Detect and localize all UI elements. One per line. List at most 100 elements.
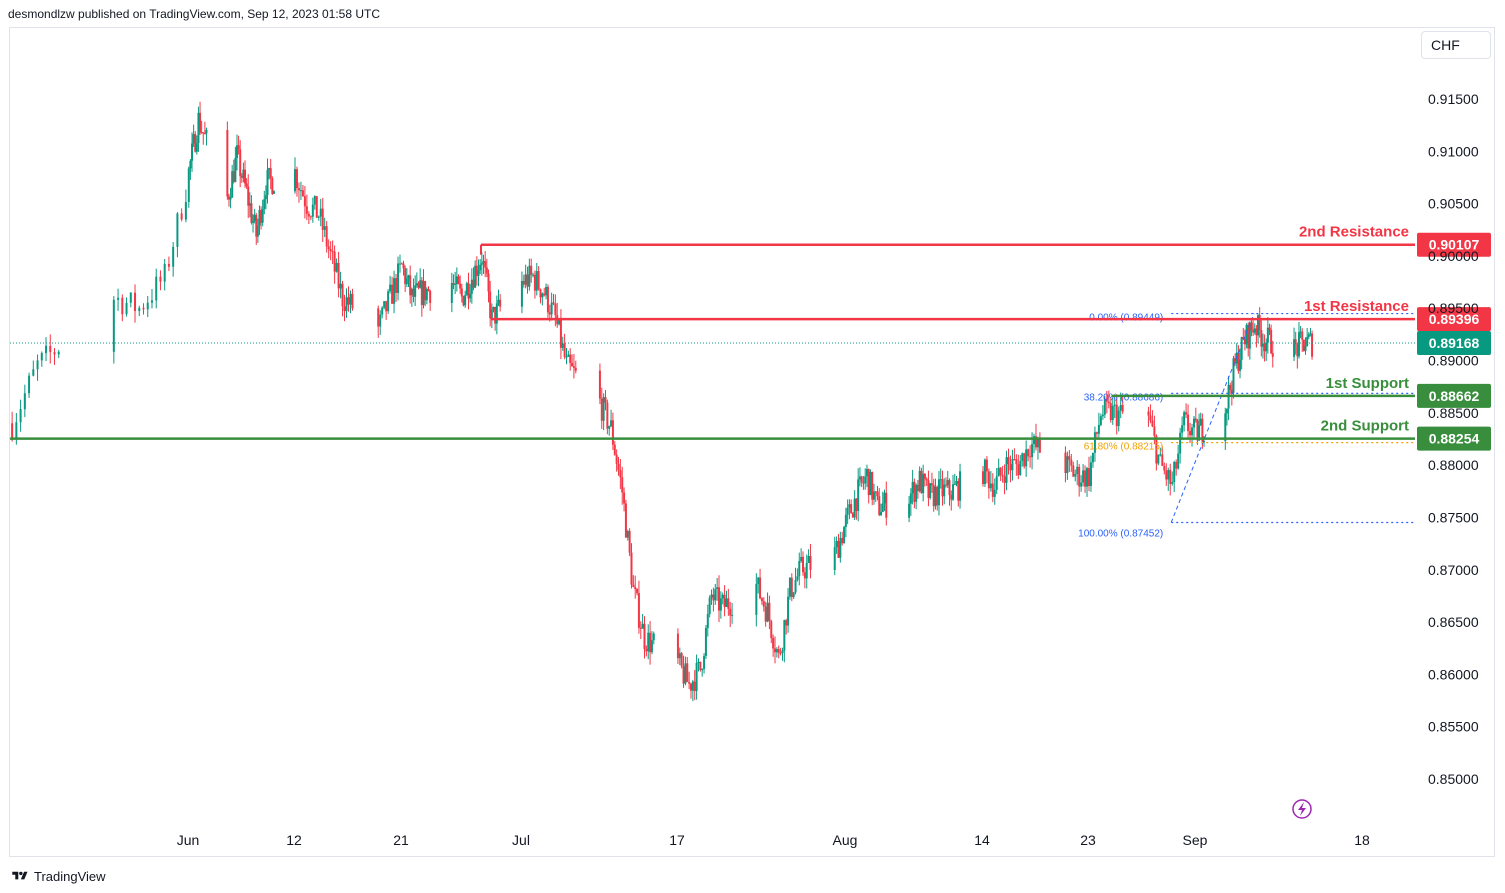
candle-body [934, 486, 937, 507]
candle-body [305, 206, 308, 214]
candle-body [484, 261, 487, 268]
current-price-label: 0.89168 [1429, 335, 1480, 351]
time-axis[interactable]: Jun 12 21 Jul 17 Aug 14 23 Sep 18 [177, 832, 1370, 848]
candle-body [764, 606, 767, 622]
candle-body [885, 492, 888, 518]
candle-body [425, 289, 428, 301]
candle-body [572, 366, 575, 368]
candle-body [427, 289, 430, 291]
price-tick-label: 0.87000 [1428, 562, 1479, 578]
candle-body [1240, 337, 1243, 360]
candle-body [725, 598, 728, 607]
candle-body [329, 249, 332, 252]
candle-body [400, 263, 403, 265]
candle-body [995, 476, 998, 490]
candle-body [412, 288, 415, 297]
candle-body [880, 511, 883, 516]
candle-body [494, 307, 497, 324]
chart-frame [9, 27, 1495, 857]
candle-body [1117, 410, 1120, 427]
candle-body [299, 190, 302, 192]
candle-body [608, 426, 611, 429]
candle-body [623, 492, 626, 504]
candle-body [1163, 465, 1166, 471]
candle-body [535, 271, 538, 291]
candle-body [680, 653, 683, 667]
candle-body [11, 423, 14, 438]
candle-body [927, 480, 930, 498]
candle-body [937, 479, 940, 506]
candle-body [522, 280, 525, 285]
candle-body [1147, 411, 1150, 416]
candle-body [792, 592, 795, 598]
candle-body [240, 176, 243, 178]
candle-body [1261, 343, 1264, 347]
candle-body [781, 650, 784, 653]
price-tick-label: 0.91500 [1428, 91, 1479, 107]
candle-body [1036, 438, 1039, 448]
candle-body [1185, 412, 1188, 415]
candle-body [803, 572, 806, 579]
price-axis[interactable]: 0.91500 0.91000 0.90500 0.90000 0.89500 0.890… [1428, 91, 1479, 787]
candle-body [1167, 469, 1170, 480]
lightning-icon[interactable] [1292, 799, 1312, 819]
time-tick-label: 17 [669, 832, 685, 848]
candle-body [239, 149, 242, 177]
candle-body [602, 397, 605, 421]
candle-body [526, 274, 529, 287]
candle-body [138, 307, 141, 312]
candle-body [943, 484, 946, 497]
candle-body [554, 303, 557, 316]
footer-brand[interactable]: TradingView [10, 867, 106, 885]
candle-body [855, 498, 858, 511]
candle-body [395, 278, 398, 293]
candle-body [1191, 427, 1194, 436]
candle-body [255, 214, 258, 237]
candle-body [117, 297, 120, 300]
candle-body [187, 168, 190, 203]
candle-body [351, 293, 354, 309]
candle-body [779, 652, 782, 654]
candle-body [881, 503, 884, 512]
candle-body [311, 204, 314, 217]
candle-body [327, 246, 330, 250]
candle-body [1027, 449, 1030, 457]
candle-body [452, 283, 455, 285]
candle-body [688, 681, 691, 684]
candle-body [256, 225, 259, 237]
candle-body [563, 343, 566, 357]
level-name-label: 1st Support [1326, 375, 1409, 392]
candle-body [770, 621, 773, 638]
candle-body [482, 261, 485, 264]
candle-body [632, 584, 635, 588]
level-price-label: 0.89396 [1429, 311, 1480, 327]
candle-body [53, 352, 56, 355]
candle-body [704, 628, 707, 656]
candle-body [545, 286, 548, 296]
candle-body [1095, 432, 1098, 434]
candle-body [1082, 470, 1085, 483]
candle-body [1021, 453, 1024, 461]
candle-body [628, 531, 631, 553]
candle-body [459, 283, 462, 289]
currency-button[interactable]: CHF [1421, 31, 1491, 59]
level-price-badge [1417, 307, 1491, 332]
candle-body [710, 594, 713, 598]
candle-body [703, 655, 706, 669]
candle-body [321, 208, 324, 230]
candle-body [1232, 358, 1235, 393]
candle-body [1072, 465, 1075, 477]
candle-body [1121, 404, 1124, 412]
candle-body [1270, 329, 1273, 354]
price-tick-label: 0.88000 [1428, 457, 1479, 473]
candle-body [397, 263, 400, 293]
candle-body [343, 306, 346, 312]
candle-body [229, 197, 232, 200]
candle-body [167, 263, 170, 267]
candle-body [613, 444, 616, 455]
candle-body [313, 196, 316, 205]
candle-body [1302, 339, 1305, 351]
candle-body [301, 190, 304, 197]
candle-body [787, 596, 790, 626]
